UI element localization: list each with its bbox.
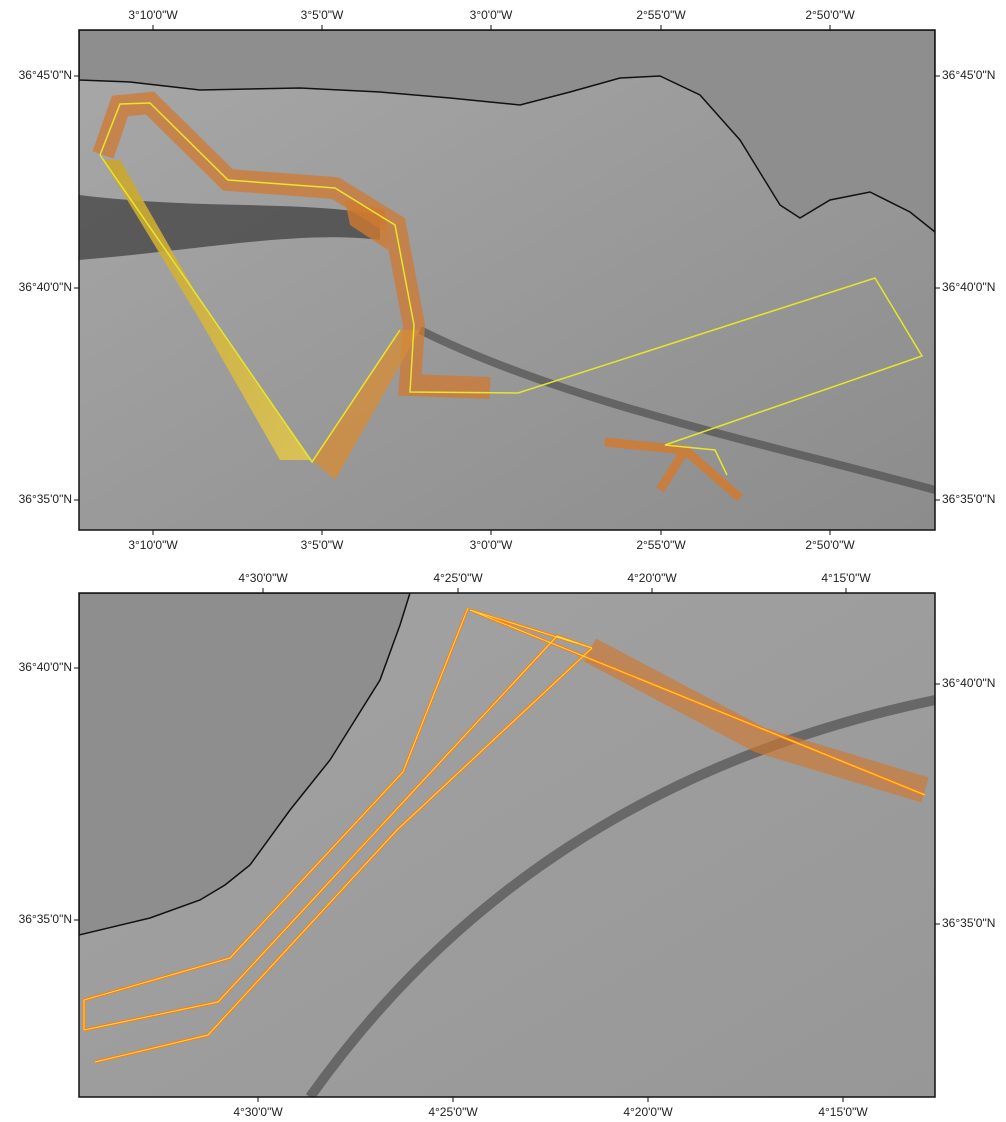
- lon-label: 4°25'0"W: [428, 1105, 478, 1117]
- lat-label: 36°40'0"N: [942, 280, 995, 294]
- lon-label: 2°55'0"W: [636, 538, 686, 552]
- lon-label: 3°0'0"W: [470, 8, 513, 22]
- lat-label: 36°35'0"N: [942, 916, 995, 930]
- lon-label: 4°15'0"W: [821, 571, 871, 585]
- lon-label: 3°10'0"W: [128, 8, 178, 22]
- lon-label: 2°55'0"W: [636, 8, 686, 22]
- lon-label: 4°20'0"W: [627, 571, 677, 585]
- lat-label: 36°40'0"N: [19, 280, 72, 294]
- lat-label: 36°40'0"N: [19, 660, 72, 674]
- lon-label: 3°0'0"W: [470, 538, 513, 552]
- lon-label: 4°15'0"W: [818, 1105, 868, 1117]
- lat-label: 36°45'0"N: [942, 68, 995, 82]
- lon-label: 2°50'0"W: [805, 538, 855, 552]
- map-figure: 3°10'0"W 3°10'0"W 3°5'0"W 3°5'0"W 3°0'0"W 3°0…: [0, 0, 1006, 1117]
- panel-2: [79, 593, 935, 1097]
- lon-label: 4°25'0"W: [433, 571, 483, 585]
- lon-label: 3°5'0"W: [301, 538, 344, 552]
- lat-label: 36°40'0"N: [942, 676, 995, 690]
- lat-label: 36°35'0"N: [19, 912, 72, 926]
- lon-label: 2°50'0"W: [805, 8, 855, 22]
- lon-label: 3°10'0"W: [128, 538, 178, 552]
- lon-label: 3°5'0"W: [301, 8, 344, 22]
- lat-label: 36°35'0"N: [19, 492, 72, 506]
- lon-label: 4°20'0"W: [623, 1105, 673, 1117]
- panel-1: [79, 30, 935, 530]
- lon-label: 4°30'0"W: [233, 1105, 283, 1117]
- lat-label: 36°45'0"N: [19, 68, 72, 82]
- lon-label: 4°30'0"W: [238, 571, 288, 585]
- lat-label: 36°35'0"N: [942, 492, 995, 506]
